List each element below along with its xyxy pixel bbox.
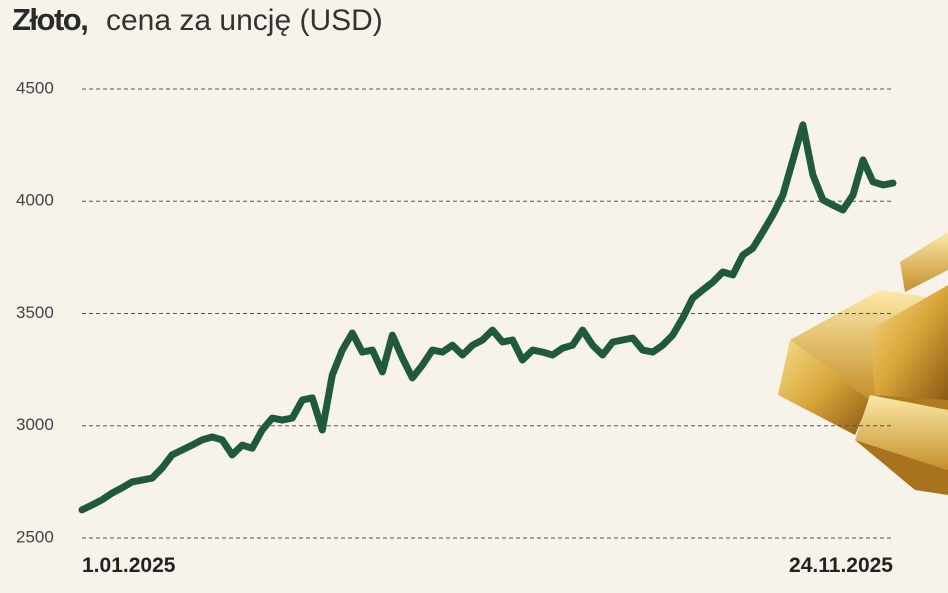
gold-bars-illustration (778, 232, 948, 495)
y-tick-label: 3500 (16, 303, 54, 322)
x-tick-label: 1.01.2025 (82, 554, 176, 577)
y-tick-label: 3000 (16, 415, 54, 434)
y-tick-label: 4000 (16, 191, 54, 210)
chart-title: Złoto, (12, 2, 87, 37)
x-tick-label: 24.11.2025 (789, 554, 893, 577)
chart-subtitle: cena za uncję (USD) (106, 4, 383, 37)
price-line (78, 121, 897, 514)
y-tick-label: 4500 (16, 78, 54, 97)
y-tick-label: 2500 (16, 527, 54, 546)
